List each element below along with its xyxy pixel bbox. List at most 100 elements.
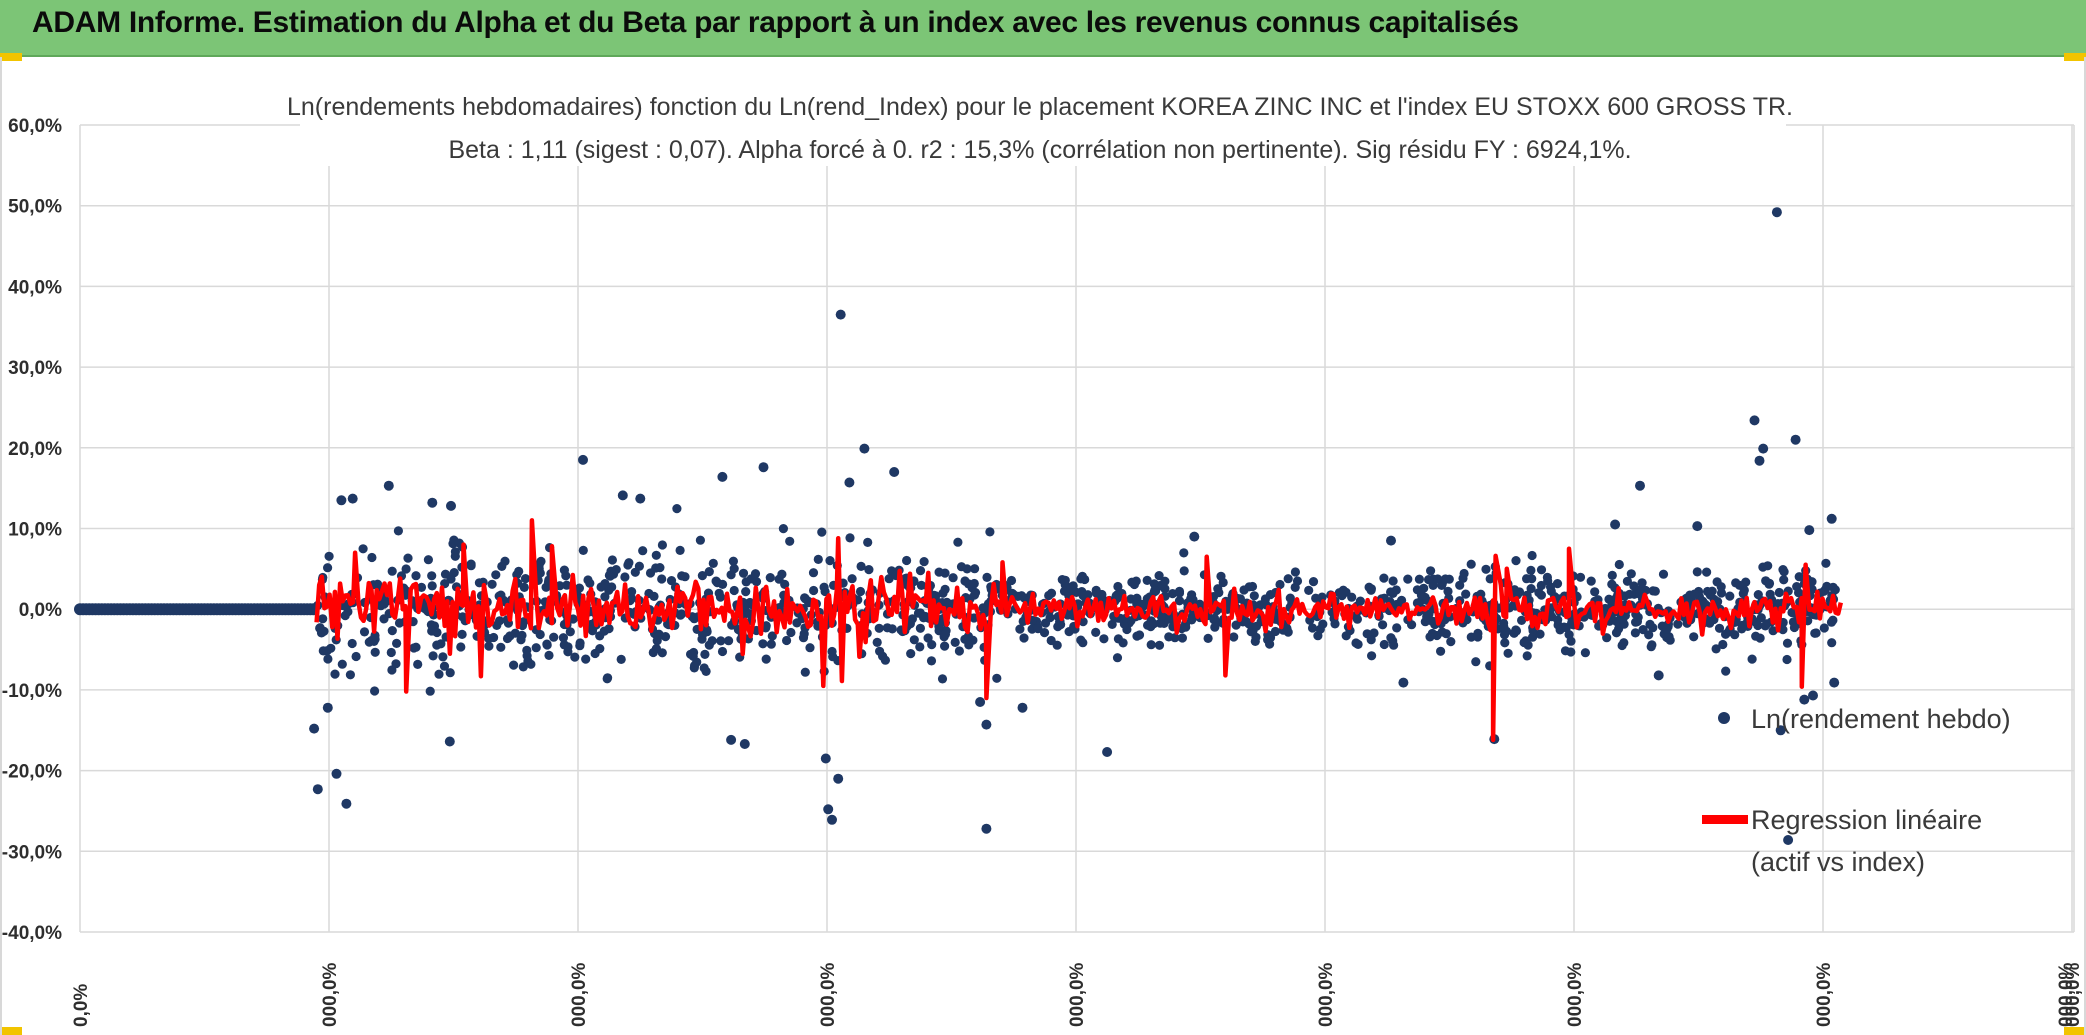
scatter-point bbox=[1779, 575, 1789, 585]
legend-label-regression-2: (actif vs index) bbox=[1751, 847, 1925, 877]
scatter-point bbox=[1804, 525, 1815, 536]
scatter-point bbox=[1397, 595, 1407, 606]
scatter-point bbox=[1689, 632, 1699, 642]
scatter-point bbox=[1737, 624, 1747, 634]
scatter-point bbox=[1459, 568, 1469, 579]
scatter-point bbox=[516, 635, 526, 645]
scatter-point bbox=[1702, 586, 1713, 597]
scatter-point bbox=[1519, 637, 1529, 648]
scatter-point bbox=[627, 593, 637, 604]
scatter-point bbox=[1251, 632, 1261, 642]
scatter-point bbox=[1775, 725, 1786, 736]
scatter-point bbox=[969, 590, 980, 600]
scatter-point bbox=[337, 659, 347, 669]
scatter-point bbox=[428, 651, 438, 661]
scatter-point bbox=[758, 462, 769, 473]
scatter-point bbox=[599, 626, 609, 636]
scatter-point bbox=[960, 576, 970, 586]
scatter-point bbox=[359, 627, 370, 637]
scatter-point bbox=[312, 784, 323, 795]
scatter-point bbox=[386, 647, 396, 658]
scatter-point bbox=[1160, 576, 1170, 586]
scatter-point bbox=[1630, 628, 1640, 638]
scatter-point bbox=[887, 624, 897, 634]
scatter-point bbox=[1156, 611, 1166, 621]
legend: Ln(rendement hebdo) Regression linéaire … bbox=[1702, 704, 2011, 877]
scatter-point bbox=[1379, 573, 1389, 583]
scatter-point bbox=[1828, 582, 1838, 592]
scatter-point bbox=[688, 651, 698, 661]
scatter-point bbox=[323, 654, 333, 664]
scatter-point bbox=[1146, 640, 1156, 650]
scatter-point bbox=[323, 563, 333, 573]
scatter-point bbox=[1461, 589, 1471, 599]
corner-marker-right bbox=[2064, 53, 2086, 61]
chart-area bbox=[0, 57, 2086, 1035]
scatter-point bbox=[1239, 585, 1249, 595]
scatter-point bbox=[1760, 621, 1770, 631]
scatter-point bbox=[1751, 631, 1761, 641]
scatter-point bbox=[1794, 572, 1804, 582]
scatter-point bbox=[765, 573, 775, 583]
scatter-point bbox=[1179, 548, 1189, 558]
scatter-point bbox=[1829, 677, 1840, 688]
y-tick-label: -30,0% bbox=[2, 842, 62, 863]
scatter-point bbox=[316, 628, 327, 638]
scatter-point bbox=[1392, 623, 1402, 633]
scatter-point bbox=[847, 574, 857, 584]
scatter-point bbox=[672, 504, 682, 514]
scatter-point bbox=[1783, 835, 1794, 845]
scatter-point bbox=[1189, 531, 1200, 542]
y-tick-label: 60,0% bbox=[8, 116, 62, 137]
scatter-point bbox=[1763, 561, 1773, 571]
scatter-point bbox=[1388, 588, 1398, 599]
scatter-point bbox=[379, 599, 389, 609]
scatter-point bbox=[1091, 588, 1102, 598]
scatter-point bbox=[800, 593, 810, 603]
scatter-point bbox=[761, 654, 771, 664]
scatter-point bbox=[1424, 575, 1434, 585]
scatter-point bbox=[817, 527, 827, 537]
scatter-point bbox=[785, 536, 795, 546]
scatter-point bbox=[827, 814, 837, 825]
scatter-point bbox=[978, 603, 988, 613]
scatter-point bbox=[1019, 633, 1029, 643]
y-axis-ticks: 60,0% 50,0% 40,0% 30,0% 20,0% 10,0% 0,0% -10,0%… bbox=[2, 116, 62, 944]
scatter-point bbox=[820, 753, 831, 764]
scatter-point bbox=[1017, 702, 1028, 713]
scatter-point bbox=[1575, 572, 1586, 582]
scatter-point bbox=[889, 467, 900, 477]
scatter-point bbox=[1229, 632, 1239, 642]
scatter-point bbox=[514, 566, 524, 577]
scatter-point bbox=[544, 650, 554, 661]
scatter-point bbox=[1819, 623, 1829, 633]
scatter-point bbox=[1388, 576, 1398, 586]
scatter-point bbox=[635, 493, 646, 504]
scatter-point bbox=[394, 618, 405, 628]
scatter-point bbox=[1412, 585, 1422, 595]
scatter-point bbox=[542, 640, 552, 650]
scatter-point bbox=[617, 490, 628, 501]
legend-scatter-marker bbox=[1718, 712, 1730, 724]
scatter-point bbox=[1174, 596, 1185, 606]
scatter-point bbox=[630, 567, 640, 577]
scatter-point bbox=[1725, 591, 1735, 601]
corner-marker-bottom-left bbox=[0, 1027, 22, 1035]
scatter-point bbox=[1821, 558, 1831, 568]
scatter-point bbox=[487, 579, 497, 589]
scatter-point bbox=[1782, 638, 1793, 648]
scatter-point bbox=[510, 628, 520, 638]
scatter-point bbox=[1168, 589, 1178, 599]
y-tick-label: -10,0% bbox=[2, 681, 62, 702]
scatter-point bbox=[981, 719, 992, 730]
scatter-point bbox=[495, 616, 505, 626]
scatter-point bbox=[411, 571, 421, 581]
scatter-point bbox=[1526, 584, 1536, 594]
scatter-point bbox=[1536, 580, 1546, 591]
scatter-point bbox=[1614, 559, 1624, 570]
scatter-point bbox=[1315, 624, 1325, 634]
scatter-point bbox=[953, 537, 963, 547]
scatter-point bbox=[581, 654, 591, 664]
scatter-point bbox=[318, 646, 328, 656]
scatter-point bbox=[1352, 614, 1362, 624]
